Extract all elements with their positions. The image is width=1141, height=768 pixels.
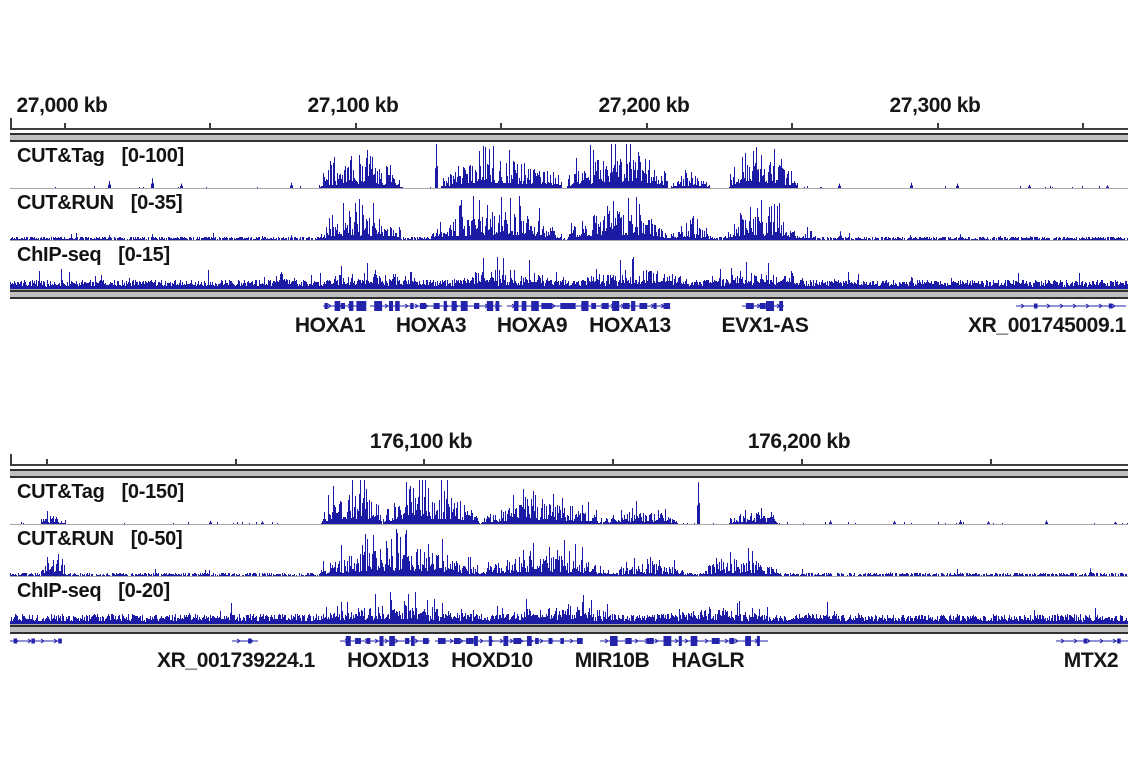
track-data-range: [0-20]	[118, 580, 170, 602]
track-cut-run: CUT&RUN [0-50]	[10, 525, 1128, 577]
gene-label: HOXA9	[496, 314, 568, 337]
gene-label: EVX1-AS	[721, 314, 809, 337]
gene-labels-row: XR_001739224.1 HOXD13 HOXD10 MIR10B HAGLR MTX…	[10, 648, 1128, 674]
gene-label: HOXA13	[589, 314, 671, 337]
ruler-tick	[612, 459, 614, 464]
ruler-tick	[990, 459, 992, 464]
track-label: ChIP-seq [0-15]	[17, 244, 170, 267]
panel-hoxd: 176,100 kb 176,200 kb CUT&Tag [0-150] CUT&RU…	[10, 428, 1128, 674]
ruler-tick	[1082, 123, 1084, 128]
gene-label: HOXA1	[294, 314, 366, 337]
coverage-signal	[21, 480, 1128, 524]
track-data-range: [0-100]	[121, 145, 185, 167]
panel-hoxa: 27,000 kb 27,100 kb 27,200 kb 27,300 kb CUT&…	[10, 92, 1128, 339]
ruler-tick	[46, 459, 48, 464]
gene-label: HOXD13	[347, 649, 429, 672]
track-label: CUT&Tag [0-150]	[17, 481, 184, 504]
track-data-range: [0-15]	[118, 244, 170, 266]
track-label: CUT&Tag [0-100]	[17, 145, 184, 168]
genome-ruler	[10, 118, 1128, 130]
track-name: ChIP-seq	[17, 244, 102, 266]
ruler-tick	[801, 459, 803, 464]
ruler-tick	[235, 459, 237, 464]
ruler-labels: 27,000 kb 27,100 kb 27,200 kb 27,300 kb	[10, 92, 1128, 118]
track-name: CUT&RUN	[17, 528, 114, 550]
coverage-signal	[10, 592, 1128, 624]
ruler-tick-label: 27,100 kb	[307, 94, 399, 117]
ruler-tick-label: 176,200 kb	[747, 430, 851, 453]
gene-label: XR_001745009.1	[968, 314, 1126, 337]
ruler-tick	[500, 123, 502, 128]
gene-label: HOXD10	[451, 649, 533, 672]
track-data-range: [0-150]	[121, 481, 185, 503]
gene-annotation-row	[10, 299, 1128, 313]
gene-label: XR_001739224.1	[157, 649, 315, 672]
ruler-tick-label: 176,100 kb	[369, 430, 473, 453]
coverage-signal	[55, 144, 1109, 188]
panel-divider-band	[10, 133, 1128, 142]
coverage-tracks: CUT&Tag [0-100] CUT&RUN [0-35] ChIP-seq [0-15…	[10, 142, 1128, 290]
track-chip-seq: ChIP-seq [0-20]	[10, 577, 1128, 625]
ruler-tick	[937, 123, 939, 128]
genome-ruler	[10, 454, 1128, 466]
gene-glyphs	[323, 301, 1126, 311]
ruler-tick	[355, 123, 357, 128]
track-name: CUT&Tag	[17, 145, 105, 167]
coverage-tracks: CUT&Tag [0-150] CUT&RUN [0-50] ChIP-seq [0-20…	[10, 478, 1128, 625]
ruler-labels: 176,100 kb 176,200 kb	[10, 428, 1128, 454]
gene-labels-row: HOXA1 HOXA3 HOXA9 HOXA13 EVX1-AS XR_001745009…	[10, 313, 1128, 339]
track-label: ChIP-seq [0-20]	[17, 580, 170, 603]
track-cut-tag: CUT&Tag [0-100]	[10, 142, 1128, 189]
gene-glyphs	[10, 636, 1128, 646]
track-name: CUT&Tag	[17, 481, 105, 503]
ruler-tick-label: 27,000 kb	[16, 94, 108, 117]
panel-divider-band	[10, 469, 1128, 478]
ruler-tick	[64, 123, 66, 128]
coverage-signal	[10, 196, 1128, 240]
track-data-range: [0-35]	[130, 192, 183, 214]
ruler-tick	[791, 123, 793, 128]
gene-label: HOXA3	[395, 314, 467, 337]
coverage-signal	[10, 529, 1127, 576]
coverage-signal	[10, 257, 1128, 289]
track-cut-tag: CUT&Tag [0-150]	[10, 478, 1128, 525]
ruler-tick-label: 27,300 kb	[889, 94, 981, 117]
track-label: CUT&RUN [0-35]	[17, 192, 183, 215]
ruler-tick	[646, 123, 648, 128]
track-chip-seq: ChIP-seq [0-15]	[10, 241, 1128, 290]
gene-annotation-row	[10, 634, 1128, 648]
gene-label: MIR10B	[574, 649, 650, 672]
panel-divider-band	[10, 290, 1128, 299]
track-name: ChIP-seq	[17, 580, 102, 602]
gene-label: HAGLR	[671, 649, 745, 672]
track-cut-run: CUT&RUN [0-35]	[10, 189, 1128, 241]
gene-label: MTX2	[1063, 649, 1119, 672]
ruler-tick-label: 27,200 kb	[598, 94, 690, 117]
ruler-tick	[423, 459, 425, 464]
track-data-range: [0-50]	[130, 528, 183, 550]
track-name: CUT&RUN	[17, 192, 114, 214]
ruler-tick	[209, 123, 211, 128]
panel-divider-band	[10, 625, 1128, 634]
track-label: CUT&RUN [0-50]	[17, 528, 183, 551]
